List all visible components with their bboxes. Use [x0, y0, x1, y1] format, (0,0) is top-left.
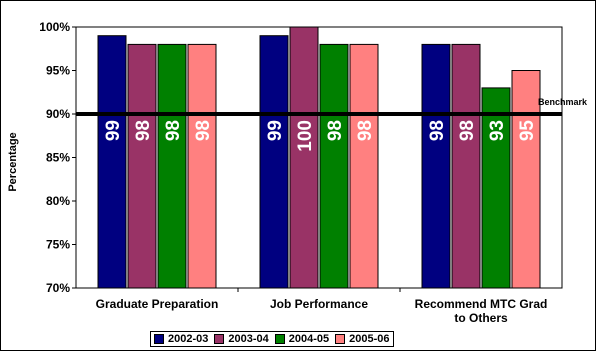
- bar: [511, 70, 541, 289]
- data-label: 98: [163, 120, 184, 141]
- y-tick-label: 70%: [46, 281, 70, 295]
- bar: [349, 43, 379, 289]
- legend-label: 2002-03: [168, 333, 209, 345]
- data-label: 98: [457, 120, 478, 141]
- benchmark-label: Benchmark: [538, 97, 588, 107]
- data-label: 99: [103, 120, 124, 141]
- data-label: 93: [487, 120, 508, 141]
- bar: [319, 43, 349, 289]
- data-label: 98: [427, 120, 448, 141]
- legend-swatch: [274, 334, 285, 344]
- legend-swatch: [214, 334, 225, 344]
- x-category-label: to Others: [454, 311, 508, 325]
- data-label: 98: [325, 120, 346, 141]
- data-label: 99: [265, 120, 286, 141]
- y-axis-label: Percentage: [7, 132, 19, 191]
- data-label: 98: [133, 120, 154, 141]
- plot-area: [75, 26, 563, 289]
- x-category-label: Recommend MTC Grad: [415, 297, 548, 311]
- y-tick-label: 80%: [46, 194, 70, 208]
- benchmark-group: Benchmark: [76, 97, 588, 116]
- legend-swatch: [335, 334, 346, 344]
- bar: [127, 43, 157, 289]
- y-tick-label: 95%: [46, 64, 70, 78]
- bar: [421, 43, 451, 289]
- legend: 2002-03 2003-04 2004-05 2005-06: [150, 331, 394, 347]
- y-tick-label: 100%: [39, 20, 70, 34]
- data-label: 98: [193, 120, 214, 141]
- data-label: 98: [355, 120, 376, 141]
- bar: [259, 35, 289, 289]
- y-tick-label: 85%: [46, 151, 70, 165]
- legend-item: 2003-04: [214, 333, 269, 345]
- legend-swatch: [154, 334, 164, 344]
- bar: [451, 43, 481, 289]
- data-label: 100: [295, 120, 316, 152]
- data-labels-group: 99 98 98 98 99 100 98 98 98 98 93 95: [103, 120, 538, 152]
- x-category-label: Graduate Preparation: [96, 297, 219, 311]
- x-category-label: Job Performance: [270, 297, 368, 311]
- bar: [97, 35, 127, 289]
- data-label: 95: [517, 120, 538, 142]
- axes-group: 70% 75% 80% 85% 90% 95% 100% Graduate Preparati…: [39, 20, 563, 325]
- legend-label: 2003-04: [228, 333, 269, 345]
- legend-item: 2005-06: [335, 333, 390, 345]
- bars-group: [97, 26, 541, 289]
- plot-border-top: [75, 26, 563, 289]
- legend-item: 2004-05: [274, 333, 330, 345]
- legend-label: 2005-06: [349, 333, 390, 345]
- plot-border: [75, 26, 563, 289]
- legend-label: 2004-05: [288, 333, 330, 345]
- bar: [157, 43, 187, 289]
- legend-item: 2002-03: [154, 333, 208, 345]
- bar: [481, 87, 511, 289]
- bar: [289, 26, 319, 289]
- bar: [187, 43, 217, 289]
- y-tick-label: 75%: [46, 238, 70, 252]
- y-tick-label: 90%: [46, 107, 70, 121]
